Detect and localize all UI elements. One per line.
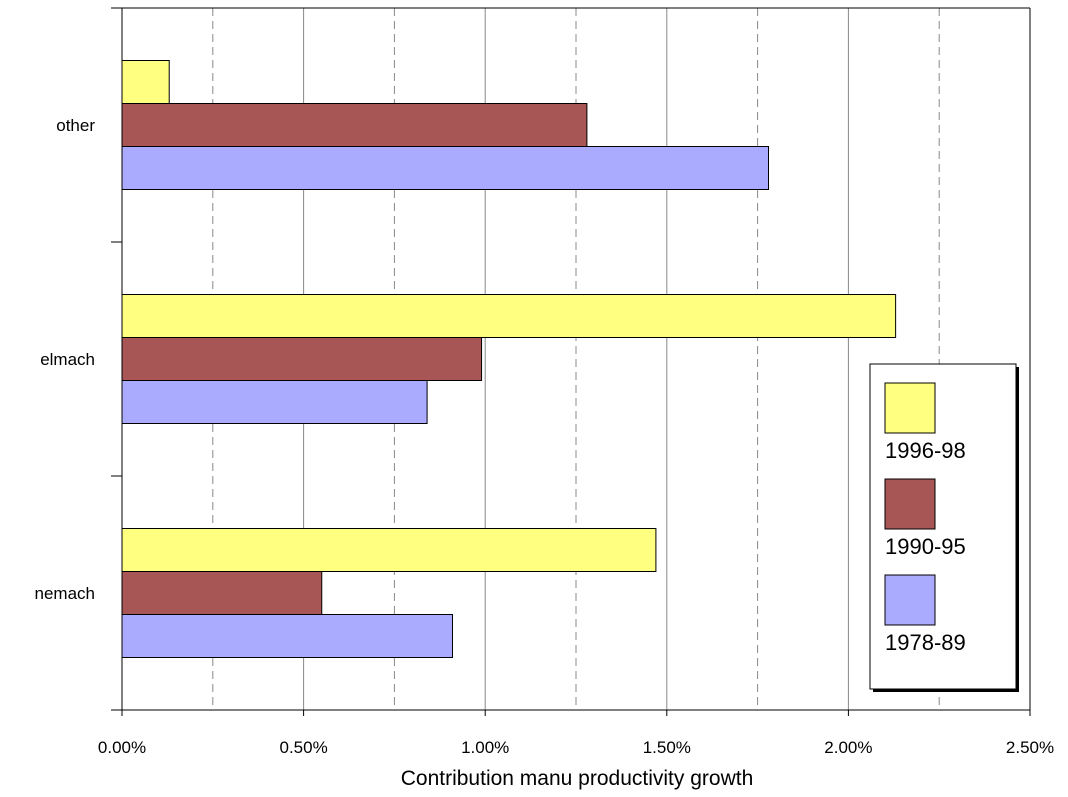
bars — [121, 60, 897, 658]
legend-swatch-1996-98 — [884, 382, 936, 434]
x-axis-title: Contribution manu productivity growth — [401, 767, 754, 790]
x-tick-label: 1.00% — [461, 738, 509, 757]
x-tick-label: 2.50% — [1006, 738, 1054, 757]
x-tick-label: 2.00% — [824, 738, 872, 757]
legend: 1996-98 1990-95 1978-89 — [869, 363, 1019, 692]
category-labels: nemach elmach other — [35, 116, 96, 603]
x-tick-label: 0.00% — [98, 738, 146, 757]
category-label-elmach: elmach — [40, 350, 95, 369]
bar-elmach-1996-98 — [121, 294, 897, 338]
bar-other-1996-98 — [121, 60, 170, 104]
bar-nemach-1978-89 — [121, 614, 454, 658]
tick-labels: 0.00% 0.50% 1.00% 1.50% 2.00% 2.50% — [98, 738, 1054, 757]
bar-nemach-1996-98 — [121, 528, 657, 572]
bar-elmach-1978-89 — [121, 380, 428, 424]
axes — [111, 7, 1031, 716]
bar-other-1990-95 — [121, 103, 588, 147]
bar-other-1978-89 — [121, 146, 769, 190]
legend-label-1996-98: 1996-98 — [885, 438, 966, 463]
legend-swatch-1978-89 — [884, 574, 936, 626]
category-label-nemach: nemach — [35, 584, 95, 603]
x-tick-label: 0.50% — [279, 738, 327, 757]
x-tick-label: 1.50% — [643, 738, 691, 757]
category-label-other: other — [56, 116, 95, 135]
bar-elmach-1990-95 — [121, 337, 483, 381]
legend-swatch-1990-95 — [884, 478, 936, 530]
legend-label-1978-89: 1978-89 — [885, 630, 966, 655]
legend-label-1990-95: 1990-95 — [885, 534, 966, 559]
bar-nemach-1990-95 — [121, 571, 323, 615]
